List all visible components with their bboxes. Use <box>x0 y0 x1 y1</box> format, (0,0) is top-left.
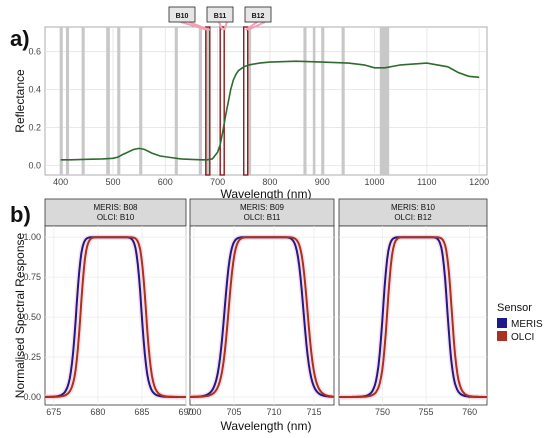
strip-line-1: MERIS: B09 <box>240 203 285 212</box>
y-tick-label: 0.2 <box>28 123 41 133</box>
x-tick-label: 690 <box>178 407 193 417</box>
x-tick-label: 1100 <box>417 177 436 187</box>
x-tick-label: 800 <box>262 177 277 187</box>
x-tick-label: 675 <box>46 407 61 417</box>
strip-line-1: MERIS: B10 <box>391 203 436 212</box>
legend-title: Sensor <box>497 302 532 314</box>
band-label-box <box>244 6 272 23</box>
grey-band <box>247 27 252 175</box>
grey-band <box>303 27 307 175</box>
response-line-olci <box>189 236 335 398</box>
olci-band-b12 <box>243 26 249 176</box>
x-tick-label: 900 <box>315 177 330 187</box>
strip-line-2: OLCI: B11 <box>244 213 281 222</box>
grey-band <box>341 27 345 175</box>
y-tick-label: 1.00 <box>23 232 41 242</box>
legend-swatch-olci <box>497 331 507 341</box>
grey-band <box>174 27 178 175</box>
x-tick-label: 680 <box>90 407 105 417</box>
x-tick-label: 710 <box>266 407 281 417</box>
y-tick-label: 0.75 <box>23 272 41 282</box>
grey-band <box>81 27 85 175</box>
y-tick-label: 0.4 <box>28 85 41 95</box>
y-tick-label: 0.6 <box>28 47 41 57</box>
response-line-olci <box>339 236 487 398</box>
grey-band <box>106 27 110 175</box>
strip-line-2: OLCI: B12 <box>394 213 432 222</box>
y-tick-label: 0.0 <box>28 161 41 171</box>
grey-band <box>198 27 202 175</box>
reflectance-line <box>60 60 480 161</box>
band-label: B11 <box>214 13 227 20</box>
x-tick-label: 1000 <box>365 177 385 187</box>
band-label-box <box>168 6 196 23</box>
band-connector <box>247 21 266 31</box>
x-tick-label: 685 <box>134 407 149 417</box>
band-connector <box>180 21 209 31</box>
band-connector <box>188 21 211 31</box>
grey-band <box>139 27 143 175</box>
x-tick-label: 700 <box>186 407 201 417</box>
band-connector <box>218 21 224 31</box>
band-connector <box>245 21 258 31</box>
grey-band <box>312 27 316 175</box>
y-tick-label: 0.25 <box>23 352 41 362</box>
x-axis-title-a: Wavelength (nm) <box>221 187 312 201</box>
x-tick-label: 400 <box>53 177 68 187</box>
x-tick-label: 600 <box>158 177 173 187</box>
y-tick-label: 0.00 <box>23 392 41 402</box>
plot-area-a <box>44 26 488 176</box>
x-tick-label: 700 <box>210 177 225 187</box>
facet-strip <box>338 198 488 227</box>
grey-band <box>65 27 70 175</box>
band-label: B10 <box>176 13 189 20</box>
grey-band <box>206 27 211 175</box>
band-label: B12 <box>252 13 265 20</box>
olci-band-b10 <box>205 26 211 176</box>
grey-band <box>321 27 325 175</box>
panel-b-label: b) <box>10 202 31 227</box>
y-axis-title-a: Reflectance <box>13 69 27 133</box>
facet-strip <box>44 198 187 227</box>
x-tick-label: 755 <box>419 407 434 417</box>
grey-band <box>117 27 121 175</box>
legend-label-meris: MERIS <box>511 319 543 330</box>
band-connector <box>223 21 228 31</box>
x-tick-label: 1200 <box>469 177 489 187</box>
band-label-box <box>206 6 234 23</box>
facet-plot-area <box>338 225 488 406</box>
x-tick-label: 705 <box>226 407 241 417</box>
x-tick-label: 715 <box>306 407 321 417</box>
legend-swatch-meris <box>497 318 507 328</box>
strip-line-2: OLCI: B10 <box>97 213 135 222</box>
y-tick-label: 0.50 <box>23 312 41 322</box>
response-line-olci <box>45 236 186 398</box>
y-axis-title-b: Normalised Spectral Response <box>13 232 27 398</box>
grey-band <box>379 27 390 175</box>
legend: Sensor MERIS OLCI <box>497 302 543 343</box>
facet-plot-area <box>44 225 187 406</box>
x-axis-title-b: Wavelength (nm) <box>221 419 312 433</box>
legend-label-olci: OLCI <box>511 332 534 343</box>
panel-a-label: a) <box>10 26 30 51</box>
x-tick-label: 500 <box>105 177 120 187</box>
x-tick-label: 760 <box>462 407 477 417</box>
grey-band <box>59 27 63 175</box>
strip-line-1: MERIS: B08 <box>93 203 138 212</box>
x-tick-label: 750 <box>375 407 390 417</box>
panel-a-chart: 400 500 600 700 800 900 1000 1100 1200 0.0 0.2 0.4 0… <box>13 6 489 201</box>
olci-band-b11 <box>219 26 225 176</box>
facet-strip <box>189 198 335 227</box>
